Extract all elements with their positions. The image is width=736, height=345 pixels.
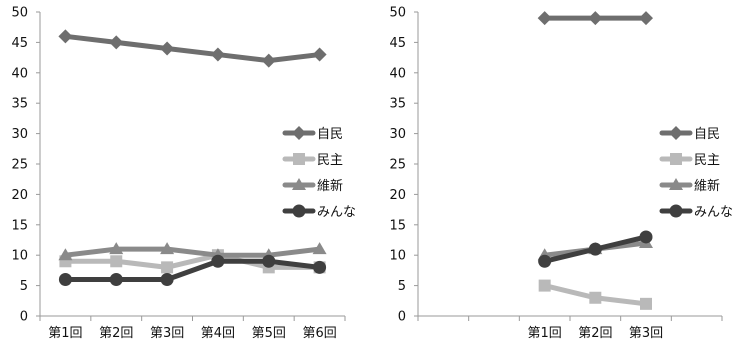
left-x-tick-label: 第1回 bbox=[48, 326, 82, 341]
left-series-line bbox=[62, 246, 323, 258]
right-legend-item-1: 民主 bbox=[659, 153, 720, 168]
right-series-point bbox=[639, 230, 653, 244]
right-series-1 bbox=[538, 279, 652, 310]
right-legend-label: 自民 bbox=[694, 127, 720, 142]
left-series-point bbox=[262, 254, 276, 268]
left-series-point bbox=[210, 47, 225, 62]
right-y-tick-label: 35 bbox=[389, 97, 406, 112]
left-series-line bbox=[62, 33, 323, 64]
left-legend-item-0: 自民 bbox=[282, 126, 343, 142]
right-series-0 bbox=[537, 11, 653, 26]
right-y-tick-label: 30 bbox=[389, 127, 406, 142]
left-series-point bbox=[161, 261, 174, 274]
left-series-point bbox=[110, 255, 123, 268]
left-series-3 bbox=[58, 254, 327, 287]
right-x-tick-label: 第1回 bbox=[528, 326, 562, 341]
left-legend-label: みんな bbox=[317, 205, 356, 220]
right-y-tick-label: 0 bbox=[398, 310, 406, 325]
left-y-tick-label: 30 bbox=[11, 127, 28, 142]
left-legend-label: 民主 bbox=[317, 153, 343, 168]
left-series-point bbox=[58, 29, 73, 44]
left-y-tick-label: 0 bbox=[20, 310, 28, 325]
left-legend-swatch-marker bbox=[292, 204, 306, 218]
left-x-tick-label: 第6回 bbox=[302, 326, 336, 341]
right-x-tick-label: 第3回 bbox=[629, 326, 663, 341]
right-y-tick-label: 40 bbox=[389, 66, 406, 81]
right-legend-item-0: 自民 bbox=[659, 126, 720, 142]
left-series-point bbox=[312, 242, 327, 255]
left-legend-label: 自民 bbox=[317, 127, 343, 142]
left-series-point bbox=[109, 273, 123, 287]
right-series-point bbox=[588, 11, 603, 26]
left-y-tick-label: 15 bbox=[11, 218, 28, 233]
left-y-tick-label: 25 bbox=[11, 158, 28, 173]
left-series-0 bbox=[58, 29, 327, 68]
left-legend-swatch-marker bbox=[292, 178, 306, 190]
left-x-tick-label: 第4回 bbox=[201, 326, 235, 341]
left-series-point bbox=[160, 242, 175, 255]
left-y-tick-label: 10 bbox=[11, 249, 28, 264]
right-legend-swatch-marker bbox=[670, 153, 682, 165]
left-y-tick-label: 5 bbox=[20, 279, 28, 294]
left-y-tick-label: 45 bbox=[11, 36, 28, 51]
right-legend-label: 維新 bbox=[694, 178, 720, 194]
right-legend-label: みんな bbox=[694, 205, 733, 220]
left-series-line bbox=[62, 258, 323, 283]
left-series-point bbox=[160, 41, 175, 56]
right-legend-swatch-marker bbox=[669, 126, 683, 140]
left-y-tick-label: 50 bbox=[11, 6, 28, 21]
left-series-point bbox=[109, 35, 124, 50]
left-legend-item-1: 民主 bbox=[282, 153, 343, 168]
left-y-tick-label: 40 bbox=[11, 66, 28, 81]
right-series-point bbox=[538, 254, 552, 268]
left-series-point bbox=[312, 47, 327, 62]
left-series-point bbox=[211, 254, 225, 268]
left-series-point bbox=[58, 273, 72, 287]
right-legend-label: 民主 bbox=[694, 153, 720, 168]
right-series-point bbox=[537, 11, 552, 26]
left-series-point bbox=[313, 260, 327, 274]
right-series-point bbox=[639, 11, 653, 26]
left-y-tick-label: 35 bbox=[11, 97, 28, 112]
right-series-point bbox=[640, 297, 652, 310]
right-y-tick-label: 20 bbox=[389, 188, 406, 203]
right-series-point bbox=[538, 279, 551, 292]
left-legend-label: 維新 bbox=[317, 178, 343, 194]
right-y-tick-label: 5 bbox=[398, 279, 406, 294]
left-legend-item-2: 維新 bbox=[282, 178, 343, 194]
right-y-tick-label: 15 bbox=[389, 218, 406, 233]
left-series-line bbox=[62, 252, 323, 270]
right-series-3 bbox=[538, 230, 653, 268]
right-y-tick-label: 25 bbox=[389, 158, 406, 173]
right-legend-swatch-marker bbox=[669, 204, 683, 218]
left-x-tick-label: 第2回 bbox=[99, 326, 133, 341]
right-series-point bbox=[589, 291, 602, 304]
right-y-tick-label: 50 bbox=[389, 6, 406, 21]
right-legend-swatch-marker bbox=[669, 178, 683, 190]
left-legend-swatch-marker bbox=[293, 153, 305, 165]
right-x-tick-label: 第2回 bbox=[578, 326, 612, 341]
left-y-tick-label: 20 bbox=[11, 188, 28, 203]
left-legend-swatch-marker bbox=[292, 126, 306, 140]
right-y-tick-label: 45 bbox=[389, 36, 406, 51]
left-x-tick-label: 第3回 bbox=[150, 326, 184, 341]
left-x-tick-label: 第5回 bbox=[252, 326, 286, 341]
left-series-point bbox=[109, 242, 124, 255]
right-legend-item-3: みんな bbox=[659, 204, 733, 220]
left-series-point bbox=[261, 53, 276, 68]
left-series-point bbox=[58, 248, 73, 261]
right-legend-item-2: 維新 bbox=[659, 178, 720, 194]
left-legend-item-3: みんな bbox=[282, 204, 356, 220]
right-series-point bbox=[588, 242, 602, 256]
left-series-point bbox=[160, 273, 174, 287]
right-y-tick-label: 10 bbox=[389, 249, 406, 264]
